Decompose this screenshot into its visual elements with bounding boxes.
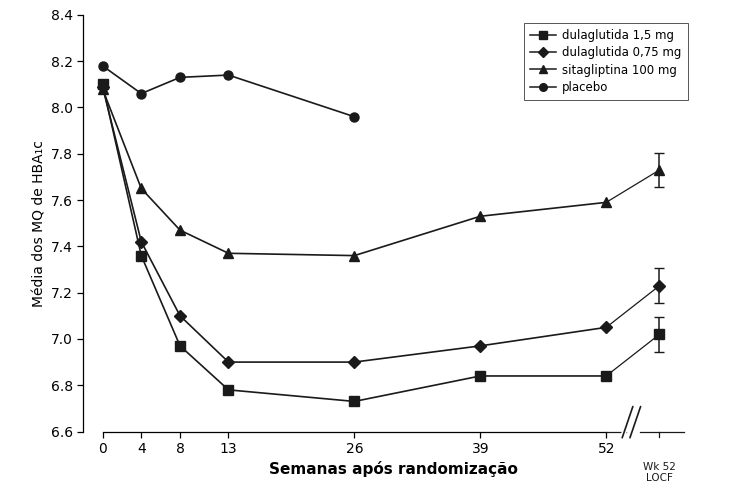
- Y-axis label: Média dos MQ de HBA₁c: Média dos MQ de HBA₁c: [33, 140, 46, 307]
- X-axis label: Semanas após randomização: Semanas após randomização: [268, 461, 518, 478]
- Legend: dulaglutida 1,5 mg, dulaglutida 0,75 mg, sitagliptina 100 mg, placebo: dulaglutida 1,5 mg, dulaglutida 0,75 mg,…: [524, 23, 688, 100]
- Text: Wk 52
LOCF: Wk 52 LOCF: [643, 462, 676, 483]
